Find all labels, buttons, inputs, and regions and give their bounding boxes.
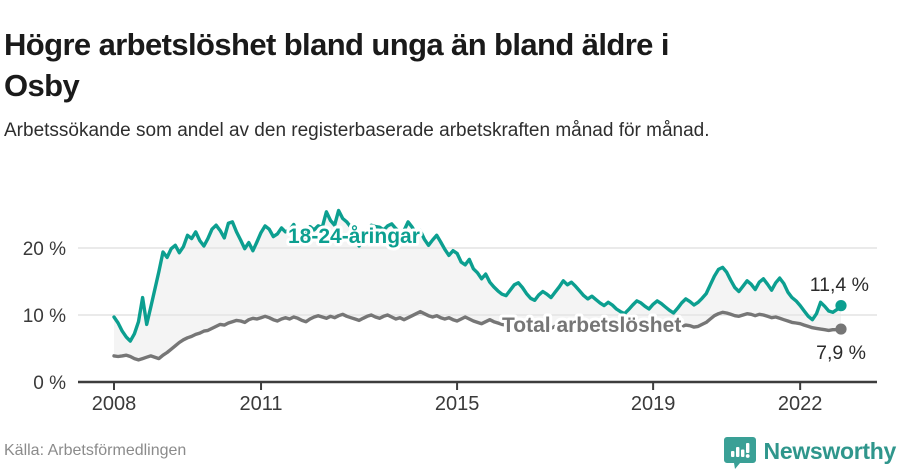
page-title: Högre arbetslöshet bland unga än bland ä… bbox=[4, 25, 896, 107]
young-end-value-label: 11,4 % bbox=[810, 274, 869, 296]
unemployment-line-chart: 0 % 10 % 20 % 2008 2011 2015 2019 2022 18-24-å… bbox=[23, 208, 877, 415]
young-unemployment-line bbox=[112, 208, 843, 343]
y-axis-labels: 0 % 10 % 20 % bbox=[23, 239, 66, 394]
x-tick-label: 2011 bbox=[240, 393, 283, 415]
chart-area: 0 % 10 % 20 % 2008 2011 2015 2019 2022 18-24-å… bbox=[0, 192, 900, 424]
total-series-label: Total arbetslöshet bbox=[502, 314, 681, 337]
x-tick-label: 2008 bbox=[92, 393, 137, 415]
y-tick-label: 0 % bbox=[33, 373, 66, 394]
title-line-1: Högre arbetslöshet bland unga än bland ä… bbox=[4, 26, 669, 62]
x-tick-label: 2015 bbox=[435, 393, 480, 415]
x-tick-label: 2022 bbox=[778, 393, 823, 415]
x-axis-ticks: 2008 2011 2015 2019 2022 bbox=[92, 382, 823, 415]
total-end-dot bbox=[835, 323, 847, 335]
source-note: Källa: Arbetsförmedlingen bbox=[4, 442, 187, 459]
chart-subtitle: Arbetssökande som andel av den registerb… bbox=[4, 120, 710, 141]
bar-chart-speech-bubble-icon bbox=[723, 436, 756, 469]
footer: Källa: Arbetsförmedlingen Newsworthy bbox=[4, 432, 896, 470]
y-tick-label: 10 % bbox=[23, 306, 66, 327]
newsworthy-logo: Newsworthy bbox=[723, 434, 896, 469]
young-end-dot bbox=[835, 300, 847, 312]
total-end-value-label: 7,9 % bbox=[816, 342, 866, 364]
title-line-2: Osby bbox=[4, 67, 80, 103]
brand-wordmark: Newsworthy bbox=[763, 437, 897, 464]
y-tick-label: 20 % bbox=[23, 239, 66, 260]
x-tick-label: 2019 bbox=[631, 393, 676, 415]
young-series-label: 18-24-åringar bbox=[288, 225, 420, 248]
total-unemployment-line bbox=[112, 309, 843, 362]
